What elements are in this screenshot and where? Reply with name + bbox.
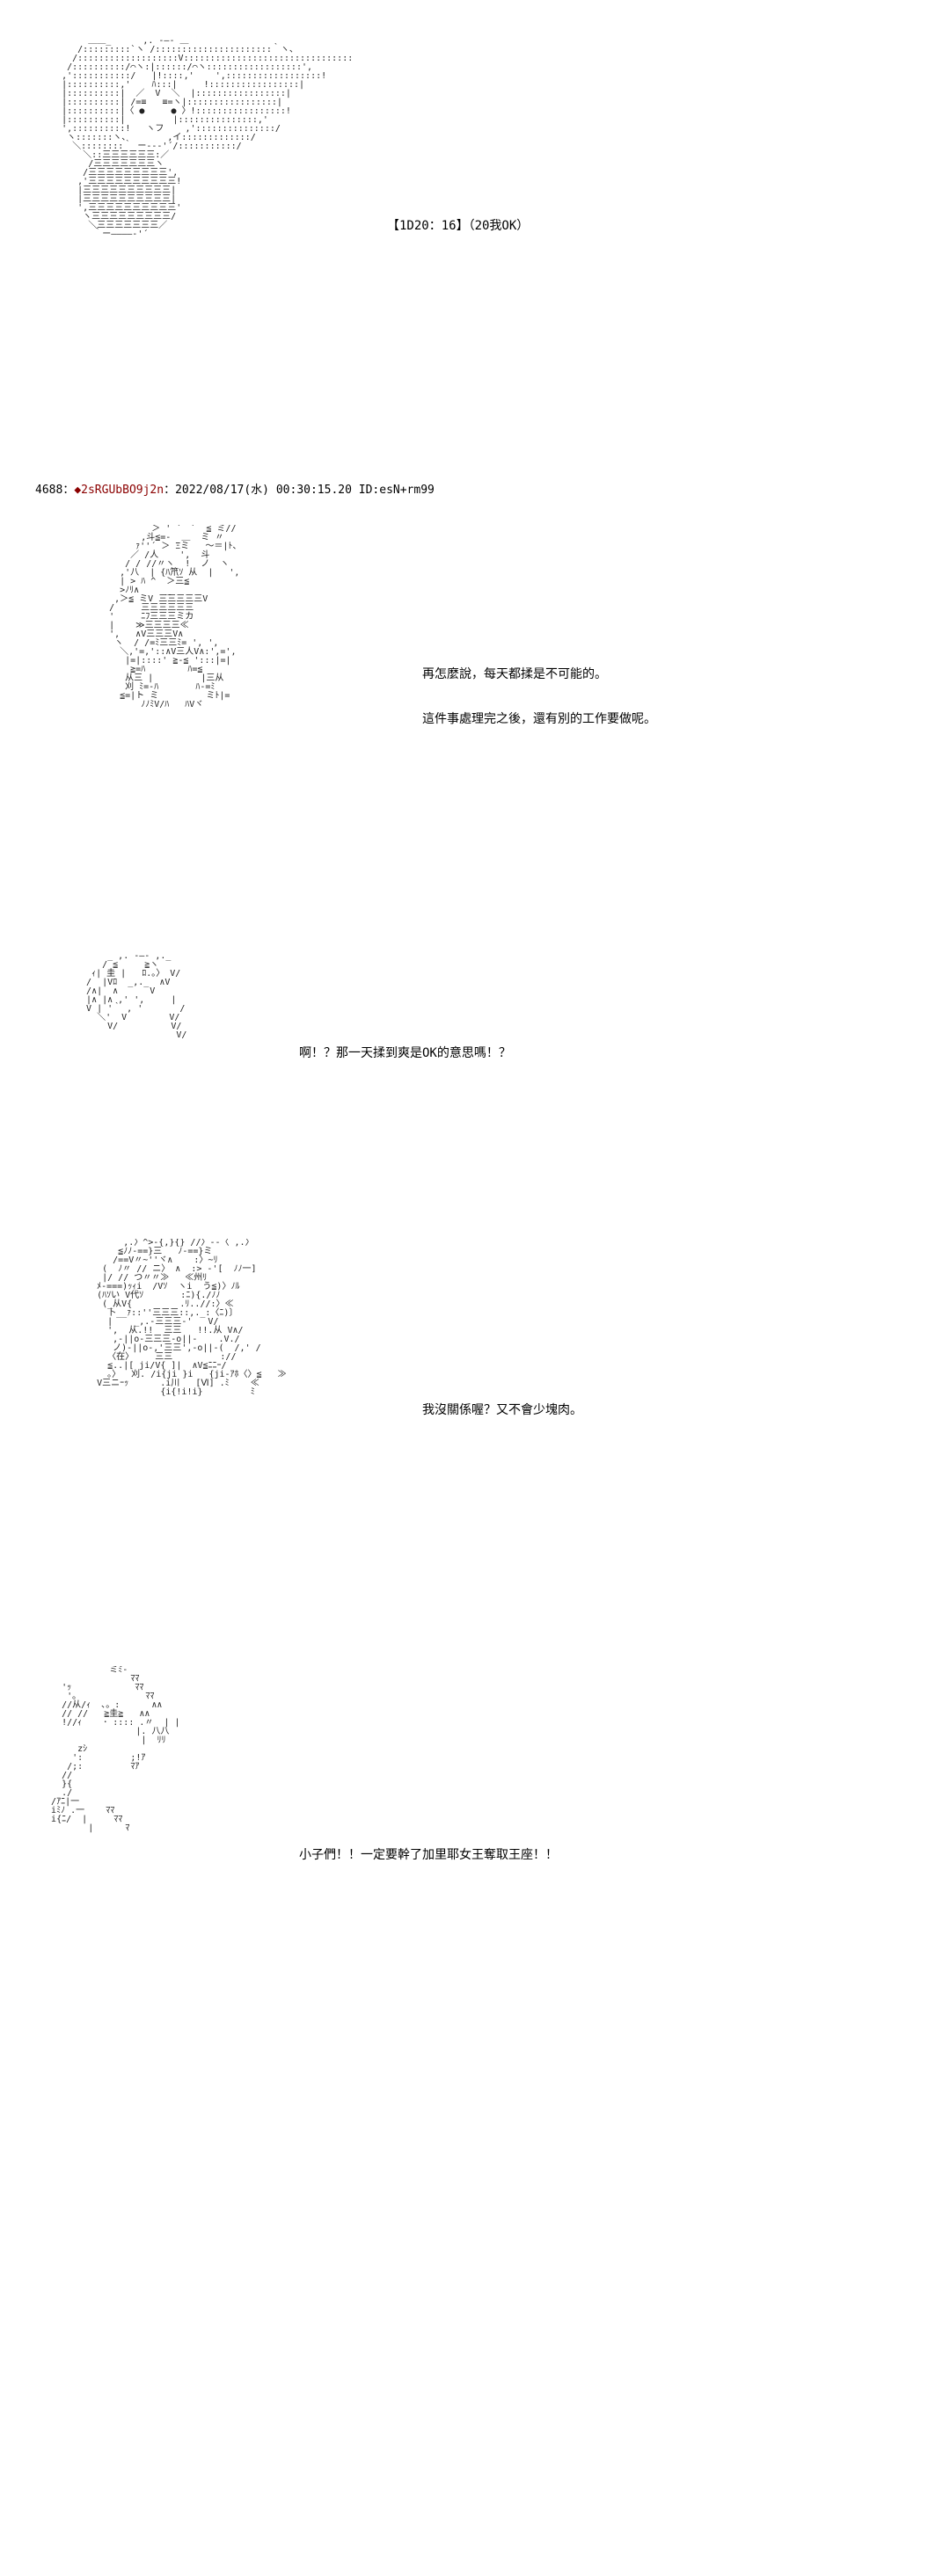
panel-1: ＿＿_ ,. -―- ＿ /:::::::::`ヽ /:::::::::::::…: [35, 18, 915, 436]
aa-character-5: ミﾐ- ﾏﾏ 'ｯ ﾏﾏ '｡ ﾏﾏ //从/ｨ ､。: ∧∧ // // ≧圭…: [35, 1666, 264, 2035]
dialogue-1: 【1D20：16】（20我OK）: [387, 215, 529, 237]
dialogue-3: 啊！？那一天揉到爽是OK的意思嗎！？: [299, 1043, 511, 1065]
dialogue-4-text: 我沒關係喔？又不會少塊肉。: [422, 1403, 582, 1417]
dialogue-1-text: 【1D20：16】（20我OK）: [387, 219, 529, 233]
dialogue-3-text: 啊！？那一天揉到爽是OK的意思嗎！？: [299, 1046, 511, 1060]
panel-2: ＞ ' ´￣` ≦ ミ// ,斗≦=- ＿ ミ 〃 ｧ''´ ＞ Ξミ ～＝|ﾄ…: [35, 506, 915, 889]
ascii-art-4: ,.〉^>-{,}{} //〉--〈 ,.〉 ≦ﾉﾉ-==}三 ﾉ-==}ミ /…: [35, 1219, 387, 1603]
dialogue-2-line2: 這件事處理完之後，還有別的工作要做呢。: [422, 709, 656, 731]
post-id: ID:esN+rm99: [359, 484, 435, 497]
dialogue-4: 我沒關係喔？又不會少塊肉。: [422, 1400, 582, 1422]
post-header: 4688：◆2sRGUbBO9j2n：2022/08/17(水) 00:30:1…: [35, 480, 915, 497]
post-date: 2022/08/17(水) 00:30:15.20: [175, 484, 352, 497]
dialogue-5: 小子們！！一定要幹了加里耶女王奪取王座！！: [299, 1845, 558, 1867]
ascii-art-5: ミﾐ- ﾏﾏ 'ｯ ﾏﾏ '｡ ﾏﾏ //从/ｨ ､。: ∧∧ // // ≧圭…: [35, 1647, 264, 2065]
aa-character-3: _ ,. -―- ,._ / ≦ ≧ヽ ｨ| 圭 | ﾛ.｡〉 V/ / |Vﾛ…: [70, 952, 264, 1146]
dialogue-5-text: 小子們！！一定要幹了加里耶女王奪取王座！！: [299, 1848, 558, 1862]
aa-character-4: ,.〉^>-{,}{} //〉--〈 ,.〉 ≦ﾉﾉ-==}三 ﾉ-==}ミ /…: [70, 1239, 387, 1573]
dialogue-2: 再怎麼說，每天都揉是不可能的。 這件事處理完之後，還有別的工作要做呢。: [422, 664, 656, 731]
dialogue-2-line1: 再怎麼說，每天都揉是不可能的。: [422, 664, 656, 686]
aa-character-2: ＞ ' ´￣` ≦ ミ// ,斗≦=- ＿ ミ 〃 ｧ''´ ＞ Ξミ ～＝|ﾄ…: [88, 525, 387, 859]
post-number: 4688: [35, 484, 62, 497]
separator-2: ：: [164, 484, 175, 497]
ascii-art-1: ＿＿_ ,. -―- ＿ /:::::::::`ヽ /:::::::::::::…: [35, 18, 352, 436]
separator-1: ：: [62, 484, 74, 497]
aa-character-1: ＿＿_ ,. -―- ＿ /:::::::::`ヽ /:::::::::::::…: [35, 37, 352, 406]
ascii-art-3: _ ,. -―- ,._ / ≦ ≧ヽ ｨ| 圭 | ﾛ.｡〉 V/ / |Vﾛ…: [35, 933, 264, 1175]
panel-5: ミﾐ- ﾏﾏ 'ｯ ﾏﾏ '｡ ﾏﾏ //从/ｨ ､。: ∧∧ // // ≧圭…: [35, 1647, 915, 2065]
panel-4: ,.〉^>-{,}{} //〉--〈 ,.〉 ≦ﾉﾉ-==}三 ﾉ-==}ミ /…: [35, 1219, 915, 1603]
panel-3: _ ,. -―- ,._ / ≦ ≧ヽ ｨ| 圭 | ﾛ.｡〉 V/ / |Vﾛ…: [35, 933, 915, 1175]
ascii-art-2: ＞ ' ´￣` ≦ ミ// ,斗≦=- ＿ ミ 〃 ｧ''´ ＞ Ξミ ～＝|ﾄ…: [35, 506, 387, 889]
post-trip: ◆2sRGUbBO9j2n: [74, 484, 164, 497]
